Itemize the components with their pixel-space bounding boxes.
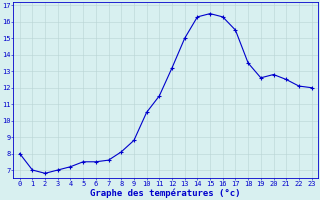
X-axis label: Graphe des températures (°c): Graphe des températures (°c) [90,188,241,198]
